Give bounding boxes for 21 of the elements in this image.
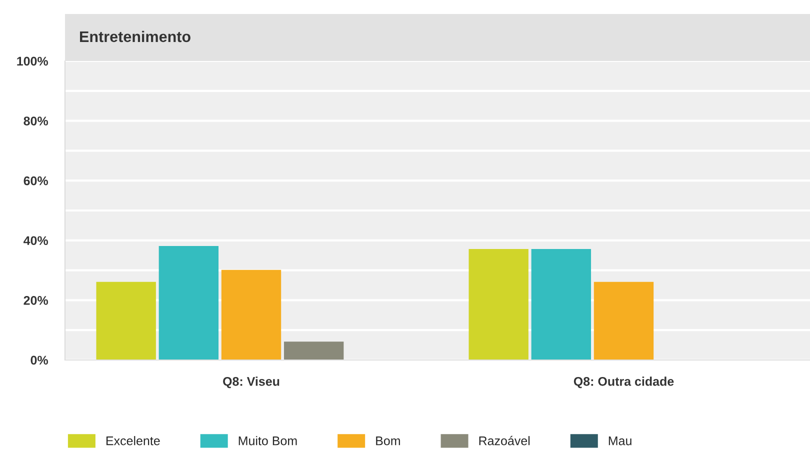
legend-label: Bom bbox=[376, 436, 400, 446]
bar bbox=[531, 248, 592, 360]
bar bbox=[158, 246, 219, 360]
x-tick-label: Q8: Outra cidade bbox=[574, 376, 674, 388]
legend-label: Muito Bom bbox=[238, 436, 297, 446]
legend-label: Razoável bbox=[479, 436, 530, 446]
y-tick-label: 20% bbox=[24, 296, 48, 305]
chart-title: Entretenimento bbox=[80, 30, 190, 42]
legend-label: Mau bbox=[608, 436, 632, 446]
bar bbox=[468, 248, 528, 360]
bar bbox=[221, 270, 282, 360]
y-tick-label: 80% bbox=[24, 116, 48, 126]
bar bbox=[594, 282, 654, 360]
y-tick-label: 40% bbox=[24, 236, 48, 246]
legend-label: Excelente bbox=[106, 436, 160, 446]
y-tick-label: 100% bbox=[17, 56, 48, 66]
y-tick-label: 0% bbox=[30, 356, 48, 365]
x-tick-label: Q8: Viseu bbox=[223, 376, 280, 388]
y-tick-label: 60% bbox=[24, 176, 48, 186]
bar bbox=[284, 342, 344, 360]
bar bbox=[96, 282, 156, 360]
